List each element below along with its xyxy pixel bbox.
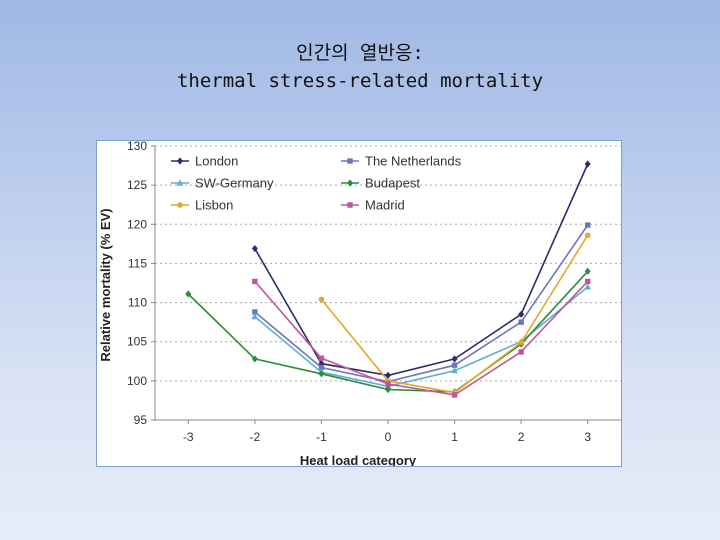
data-point-madrid bbox=[451, 392, 458, 398]
y-axis-label: Relative mortality (% EV) bbox=[98, 208, 113, 361]
y-tick-label: 120 bbox=[127, 217, 147, 231]
data-point-london bbox=[584, 160, 591, 168]
data-point-the-netherlands bbox=[318, 364, 325, 371]
x-axis-label: Heat load category bbox=[300, 453, 417, 466]
data-point-sw-germany bbox=[451, 367, 458, 374]
series-line-sw-germany bbox=[254, 286, 589, 388]
data-point-london bbox=[385, 371, 391, 379]
data-point-the-netherlands bbox=[451, 362, 458, 368]
legend-marker-the-netherlands bbox=[347, 158, 353, 164]
data-point-london bbox=[451, 355, 458, 363]
data-point-budapest bbox=[584, 267, 591, 275]
data-point-london bbox=[251, 244, 258, 253]
series-line-london bbox=[254, 163, 589, 377]
data-point-lisbon bbox=[318, 296, 325, 303]
legend-marker-lisbon bbox=[177, 202, 183, 208]
y-tick-label: 100 bbox=[127, 374, 147, 388]
y-tick-label: 115 bbox=[128, 256, 147, 270]
data-point-madrid bbox=[318, 355, 325, 361]
mortality-line-chart: 95 100 105 110 115 120 125 130 -3 -2 -1 0 1 2 3 Heat lo… bbox=[98, 141, 621, 466]
data-point-madrid bbox=[518, 349, 524, 355]
data-point-the-netherlands bbox=[585, 222, 591, 228]
data-point-the-netherlands bbox=[518, 319, 524, 325]
slide-title-line1: 인간의 열반응: bbox=[296, 42, 424, 64]
legend-label-the-netherlands: The Netherlands bbox=[365, 154, 462, 169]
data-point-budapest bbox=[185, 290, 192, 298]
data-point-lisbon bbox=[584, 232, 591, 239]
legend-label-lisbon: Lisbon bbox=[195, 198, 233, 213]
data-point-madrid bbox=[252, 278, 258, 285]
x-tick-label: -1 bbox=[316, 430, 327, 444]
legend-marker-madrid bbox=[347, 202, 353, 208]
data-point-madrid bbox=[585, 278, 591, 285]
x-tick-label: -2 bbox=[250, 430, 261, 444]
series-line-madrid bbox=[254, 280, 589, 396]
chart-frame: 95 100 105 110 115 120 125 130 -3 -2 -1 0 1 2 3 Heat lo… bbox=[96, 140, 622, 467]
data-point-madrid bbox=[385, 381, 391, 387]
data-point-sw-germany bbox=[584, 283, 592, 290]
data-point-london bbox=[518, 310, 525, 318]
x-tick-label: 3 bbox=[584, 430, 591, 444]
x-tick-label: -3 bbox=[183, 430, 194, 444]
legend-marker-sw-germany bbox=[176, 179, 184, 186]
y-tick-label: 130 bbox=[127, 141, 147, 153]
data-point-sw-germany bbox=[251, 313, 259, 320]
slide-title-line2: thermal stress-related mortality bbox=[176, 70, 544, 92]
y-tick-label: 125 bbox=[127, 178, 147, 192]
y-tick-label: 105 bbox=[127, 335, 147, 349]
x-tick-label: 1 bbox=[451, 430, 458, 444]
x-tick-label: 0 bbox=[385, 430, 392, 444]
series-line-the-netherlands bbox=[254, 224, 589, 383]
data-point-budapest bbox=[385, 385, 391, 394]
legend-label-madrid: Madrid bbox=[365, 198, 405, 213]
data-point-budapest bbox=[251, 355, 258, 363]
legend-label-sw-germany: SW-Germany bbox=[195, 176, 274, 191]
y-tick-label: 110 bbox=[128, 296, 147, 310]
legend-label-london: London bbox=[195, 154, 238, 169]
y-tick-label: 95 bbox=[134, 413, 148, 427]
data-point-the-netherlands bbox=[252, 309, 258, 315]
legend-label-budapest: Budapest bbox=[365, 176, 420, 191]
legend-marker-london bbox=[177, 157, 183, 165]
x-tick-label: 2 bbox=[518, 430, 525, 444]
legend-marker-budapest bbox=[347, 179, 353, 187]
data-point-lisbon bbox=[518, 339, 524, 346]
